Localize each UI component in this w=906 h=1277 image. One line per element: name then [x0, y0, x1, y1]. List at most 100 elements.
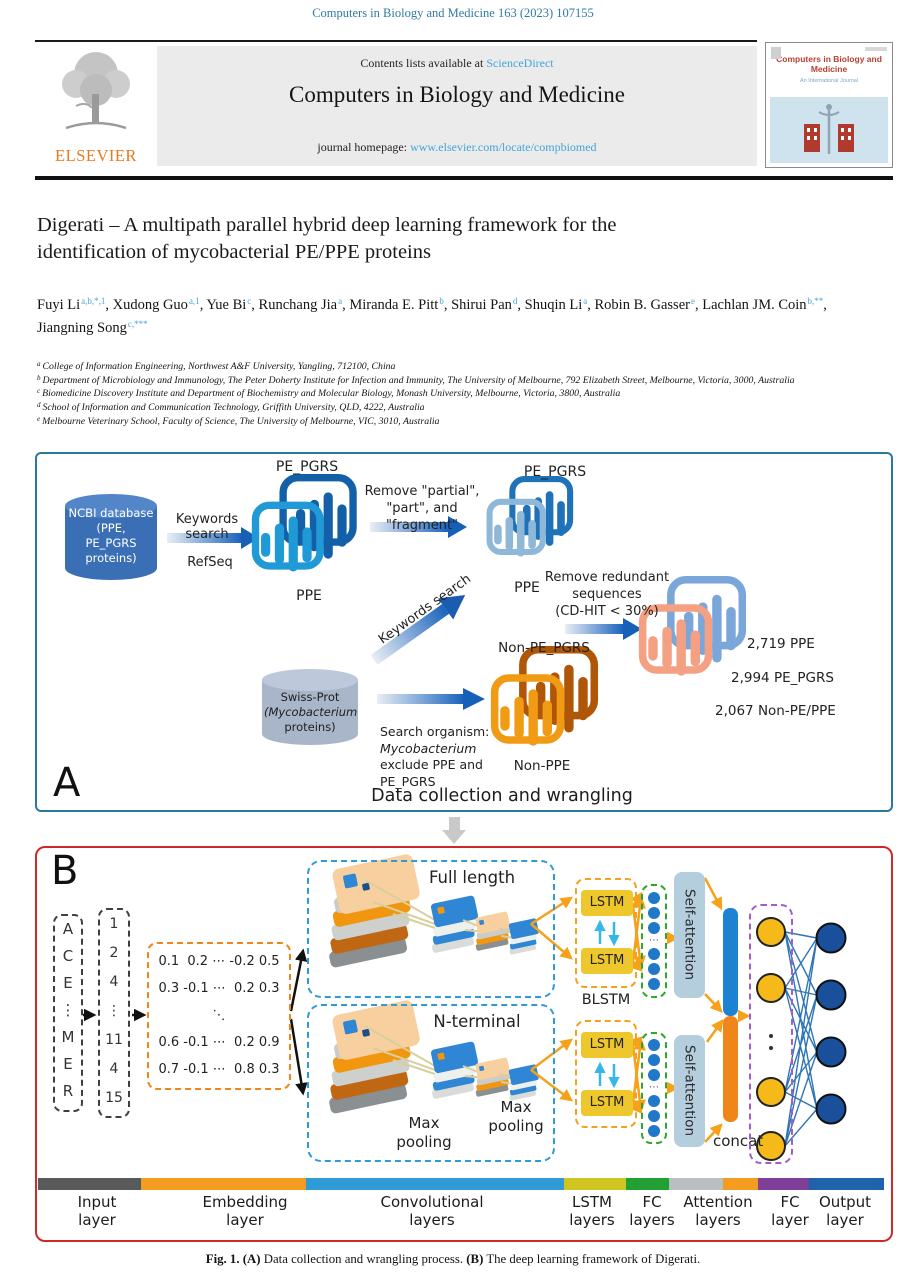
- cover-title: Computers in Biology and Medicine: [776, 54, 882, 74]
- blstm-box-2: [575, 1020, 637, 1128]
- masthead-top-rule: [35, 40, 757, 42]
- sciencedirect-link[interactable]: ScienceDirect: [486, 56, 554, 70]
- author-affiliation-sup: a: [583, 296, 588, 306]
- swissprot-line3: proteins): [284, 719, 336, 734]
- caption-fig-number: Fig. 1.: [205, 1252, 240, 1266]
- swissprot-line1: Swiss-Prot: [280, 690, 340, 704]
- article-title: Digerati – A multipath parallel hybrid d…: [37, 214, 617, 264]
- branch-arrow-bottom: [289, 1018, 308, 1096]
- embedding-matrix: 0.1 0.2 ⋯ -0.2 0.5 0.3 -0.1 ⋯ 0.2 0.3 ⋱ …: [147, 942, 291, 1090]
- lstm-cell-4: LSTM: [574, 1090, 633, 1123]
- cover-artwork: [770, 97, 888, 163]
- fc-dots-box-1: ⋯: [641, 884, 667, 998]
- homepage-prefix: journal homepage:: [317, 140, 408, 154]
- caduceus-icon: [804, 104, 854, 154]
- cnn-branch-box-full-length: [307, 860, 555, 998]
- journal-cover-thumbnail: Computers in Biology and Medicine An Int…: [765, 42, 893, 168]
- elsevier-logo: ELSEVIER: [35, 44, 157, 168]
- affiliation: e Melbourne Veterinary School, Faculty of…: [37, 414, 440, 427]
- caption-b-text: The deep learning framework of Digerati.: [486, 1252, 701, 1266]
- refseq-label: RefSeq: [187, 555, 233, 570]
- layer-bar-segment: [38, 1178, 141, 1190]
- author: Shirui Pan: [451, 297, 512, 313]
- author-list: Fuyi Lia,b,*,1, Xudong Guoa,1, Yue Bic, …: [37, 296, 827, 337]
- cover-issue-info: [865, 47, 887, 51]
- homepage-link[interactable]: www.elsevier.com/locate/compbiomed: [410, 140, 597, 154]
- author: Xudong Guo: [112, 297, 188, 313]
- count-ppe: 2,719 PPE: [747, 636, 815, 652]
- lstm-cell-1: LSTM: [574, 890, 633, 923]
- layer-bar-segment: [626, 1178, 669, 1190]
- ppe-pegrs-cluster-2: [489, 479, 571, 557]
- affiliation-list: a College of Information Engineering, Nor…: [37, 360, 885, 429]
- masthead-center: Contents lists available at ScienceDirec…: [157, 46, 757, 166]
- figure-panel-a: NCBI database (PPE, PE_PGRS proteins) Ke…: [35, 452, 893, 812]
- non-ppe-label: Non-PPE: [513, 758, 571, 774]
- elsevier-wordmark: ELSEVIER: [55, 146, 137, 165]
- author-affiliation-sup: d: [512, 296, 518, 306]
- layer-bar-segment: [809, 1178, 884, 1190]
- ellipsis-dots: ⋯: [649, 1082, 659, 1093]
- contents-line: Contents lists available at ScienceDirec…: [157, 56, 757, 71]
- affiliation: c Biomedicine Discovery Institute and Dep…: [37, 387, 621, 400]
- journal-title: Computers in Biology and Medicine: [288, 82, 625, 107]
- pe-pgrs-label-1: PE_PGRS: [275, 459, 339, 475]
- layer-label: Embedding layer: [202, 1193, 288, 1229]
- contents-prefix: Contents lists available at: [360, 56, 484, 70]
- figure-panel-b: B A C E ⋮ M E R 1 2 4 ⋮ 11 4 15 0.1 0.2 …: [35, 846, 893, 1242]
- keywords-search-label: Keywords search: [175, 512, 239, 542]
- ppe-label-1: PPE: [296, 588, 322, 604]
- search-organism-line4: PE_PGRS: [380, 773, 436, 789]
- affiliation: b Department of Microbiology and Immunolo…: [37, 373, 795, 386]
- author: Jiangning Song: [37, 320, 127, 337]
- affiliation-sup: b: [37, 373, 41, 382]
- ppe-pegrs-cluster-1: [255, 477, 354, 572]
- affiliation-sup: e: [37, 414, 41, 423]
- layer-bar-segment: [669, 1178, 723, 1190]
- keywords-search-2-arrow: [370, 594, 466, 665]
- figure-caption: Fig. 1. (A) Data collection and wranglin…: [0, 1252, 906, 1267]
- affiliation-sup: a: [37, 360, 41, 368]
- layer-label: LSTM layers: [569, 1193, 615, 1229]
- layer-label: Convolutional layers: [380, 1193, 484, 1229]
- blstm-box-1: [575, 878, 637, 988]
- non-ppe-cluster: [494, 649, 595, 746]
- lstm-cell-2: LSTM: [574, 948, 633, 981]
- search-organism-line2: Mycobacterium: [380, 740, 477, 756]
- author: Runchang Jia: [258, 297, 338, 313]
- remove-redundant-arrow: [565, 618, 642, 640]
- layer-bar-segment: [723, 1178, 758, 1190]
- search-organism-label: Search organism: Mycobacterium exclude P…: [380, 724, 500, 790]
- layer-bar-segment: [564, 1178, 626, 1190]
- affiliation: a College of Information Engineering, Nor…: [37, 360, 396, 372]
- pe-pgrs-label-2: PE_PGRS: [523, 464, 587, 480]
- ppe-label-2: PPE: [514, 580, 540, 596]
- layer-bar-segment: [758, 1178, 809, 1190]
- output-layer-nodes: [815, 922, 847, 1125]
- affiliation-sup: c: [37, 387, 41, 396]
- lstm-cell-3: LSTM: [574, 1032, 633, 1065]
- author-affiliation-sup: b: [439, 296, 444, 306]
- author: Fuyi Li: [37, 297, 81, 313]
- search-organism-line1: Search organism:: [380, 724, 490, 739]
- remove-redundant-label: Remove redundant sequences (CD-HIT < 30%…: [544, 570, 670, 619]
- author-affiliation-sup: c,***: [127, 319, 148, 330]
- author-affiliation-sup: c: [247, 296, 252, 306]
- caption-b-label: (B): [466, 1252, 484, 1266]
- self-attention-block-2: Self-attention: [674, 1035, 705, 1147]
- max-pooling-label-2: Max pooling: [488, 1098, 544, 1135]
- author: Robin B. Gasser: [594, 297, 690, 313]
- author-affiliation-sup: a,b,*,1: [81, 296, 106, 306]
- cnn-branch-box-n-terminal: [307, 1004, 555, 1162]
- blstm-label: BLSTM: [581, 992, 631, 1008]
- panel-a-letter: A: [53, 760, 81, 806]
- input-sequence-indices: 1 2 4 ⋮ 11 4 15: [98, 908, 130, 1118]
- masthead: ELSEVIER Contents lists available at Sci…: [35, 44, 757, 168]
- layer-label: FC layer: [771, 1193, 809, 1229]
- layer-label: Input layer: [77, 1193, 117, 1229]
- layer-label: Output layer: [818, 1193, 872, 1229]
- affiliation: d School of Information and Communication…: [37, 401, 425, 414]
- elsevier-tree-icon: [62, 52, 130, 130]
- homepage-line: journal homepage: www.elsevier.com/locat…: [157, 140, 757, 155]
- keywords-search-2-label: Keywords search: [376, 571, 474, 648]
